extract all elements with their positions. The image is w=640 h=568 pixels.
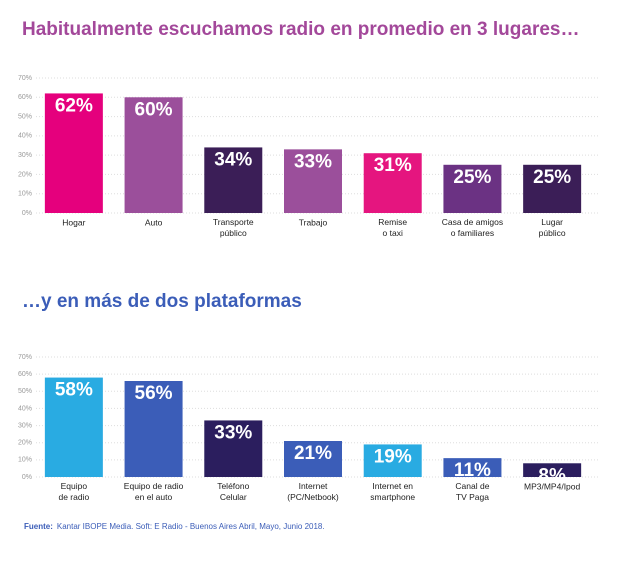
y-tick-label: 70% (18, 354, 32, 361)
value-label: 31% (374, 155, 412, 176)
x-tick-label: Equipo de radio en el auto (124, 481, 184, 502)
x-tick-label: Lugar público (539, 217, 566, 238)
bar (44, 93, 103, 213)
source: Fuente: Kantar IBOPE Media. Soft: E Radio… (24, 522, 325, 531)
bar (363, 153, 422, 213)
x-tick-label: Hogar (62, 217, 85, 227)
bar (523, 463, 582, 477)
y-tick-label: 70% (18, 75, 32, 82)
value-label: 21% (294, 443, 332, 464)
x-tick-label: Transporte público (213, 217, 254, 238)
x-tick-label: Trabajo (299, 217, 328, 227)
y-tick-label: 20% (18, 171, 32, 178)
x-tick-label: Equipo de radio (58, 481, 89, 502)
y-tick-label: 60% (18, 371, 32, 378)
value-label: 56% (135, 383, 173, 404)
y-tick-label: 30% (18, 152, 32, 159)
y-tick-label: 0% (22, 210, 32, 217)
value-label: 33% (214, 422, 252, 443)
chart-title: Habitualmente escuchamos radio en promed… (22, 19, 580, 40)
value-label: 60% (135, 99, 173, 120)
bar (363, 444, 422, 477)
x-tick-label: Casa de amigos o familiares (442, 217, 503, 238)
y-tick-label: 20% (18, 440, 32, 447)
y-tick-label: 40% (18, 133, 32, 140)
bar (204, 420, 263, 477)
x-tick-label: Internet en smartphone (370, 481, 415, 502)
chart-title: …y en más de dos plataformas (22, 291, 302, 312)
x-tick-label: Canal de TV Paga (455, 481, 489, 502)
value-label: 25% (533, 167, 571, 188)
y-tick-label: 50% (18, 113, 32, 120)
bar (443, 458, 502, 477)
value-label: 19% (374, 446, 412, 467)
bar (284, 441, 342, 477)
source-label: Fuente: (24, 522, 53, 531)
y-tick-label: 50% (18, 388, 32, 395)
value-label: 33% (294, 151, 332, 172)
bar (204, 147, 263, 213)
x-tick-label: MP3/MP4/Ipod (524, 481, 580, 491)
y-tick-label: 30% (18, 422, 32, 429)
value-label: 11% (454, 460, 491, 481)
y-tick-label: 60% (18, 94, 32, 101)
value-label: 62% (55, 95, 93, 116)
y-tick-label: 40% (18, 405, 32, 412)
bar (284, 149, 342, 213)
y-tick-label: 10% (18, 191, 32, 198)
bar (124, 97, 183, 213)
x-tick-label: Auto (145, 217, 163, 227)
x-tick-label: Remise o taxi (378, 217, 407, 238)
x-tick-label: Teléfono Celular (217, 481, 249, 502)
value-label: 25% (453, 167, 491, 188)
bar (124, 381, 183, 477)
bar (44, 377, 103, 477)
bar (523, 164, 582, 213)
bar (443, 164, 502, 213)
value-label: 58% (55, 380, 93, 401)
source-text: Kantar IBOPE Media. Soft: E Radio - Buen… (57, 522, 325, 531)
value-label: 34% (214, 149, 252, 170)
value-label: 8% (538, 465, 566, 486)
y-tick-label: 0% (22, 474, 32, 481)
x-tick-label: Internet (PC/Netbook) (287, 481, 339, 502)
y-tick-label: 10% (18, 457, 32, 464)
